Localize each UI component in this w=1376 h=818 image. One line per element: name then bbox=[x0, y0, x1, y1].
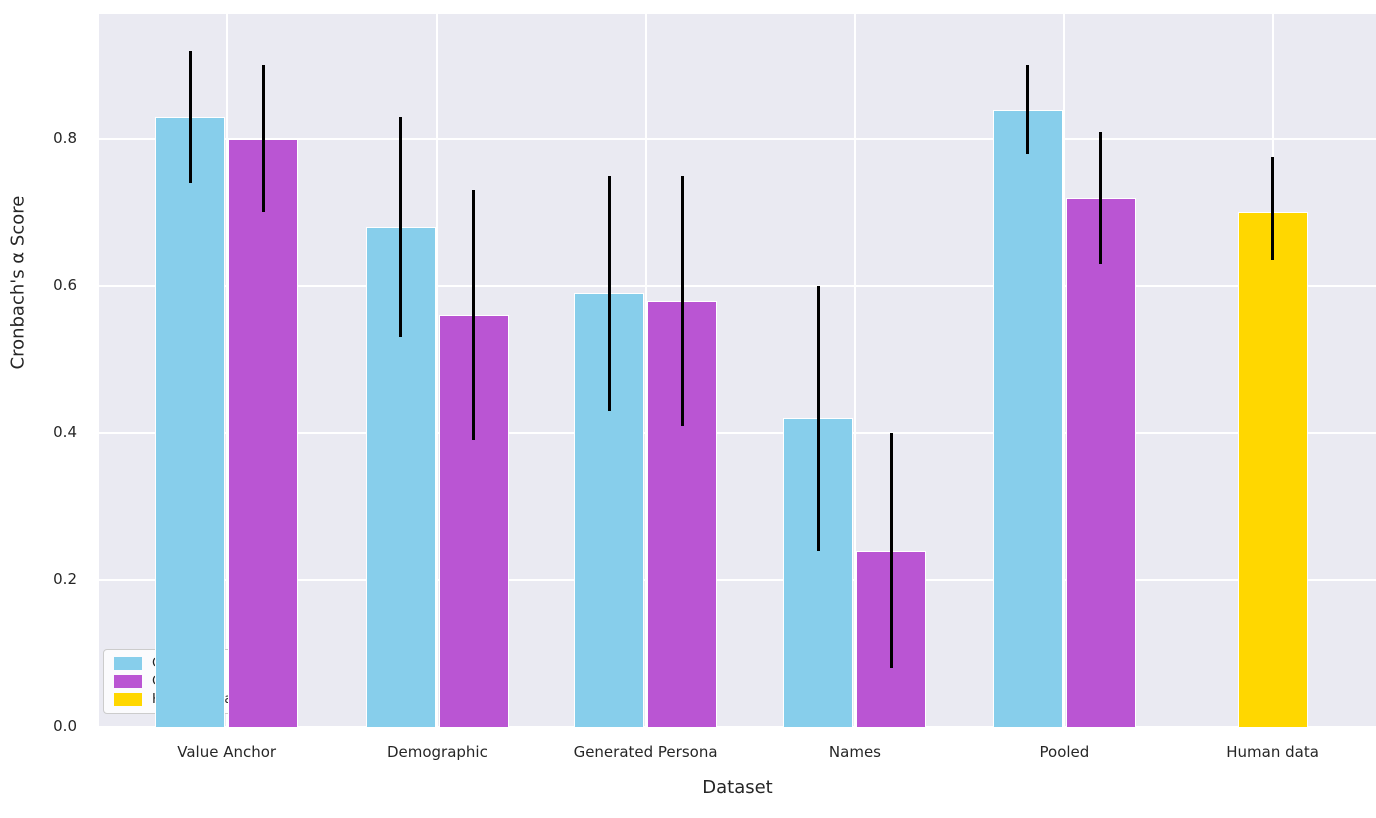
plot-area bbox=[99, 14, 1376, 728]
error-bar bbox=[399, 116, 403, 338]
gridline-vertical bbox=[853, 14, 856, 727]
gridline-horizontal bbox=[99, 578, 1376, 581]
bar-gpt-4 bbox=[992, 109, 1063, 727]
x-tick-label: Human data bbox=[1226, 743, 1319, 761]
error-bar bbox=[188, 50, 192, 184]
error-bar bbox=[472, 190, 476, 441]
legend-swatch-icon bbox=[114, 657, 142, 670]
error-bar bbox=[1026, 65, 1030, 154]
x-axis-label: Dataset bbox=[702, 777, 773, 798]
x-tick-label: Generated Persona bbox=[573, 743, 718, 761]
y-tick-label: 0.8 bbox=[53, 128, 77, 147]
gridline-horizontal bbox=[99, 431, 1376, 434]
bar-gpt-4 bbox=[155, 116, 226, 727]
bar-human-data bbox=[1237, 212, 1308, 727]
bar-gemini-pro bbox=[1065, 197, 1136, 727]
y-tick-label: 0.0 bbox=[53, 717, 77, 735]
error-bar bbox=[1271, 157, 1275, 261]
error-bar bbox=[261, 65, 265, 213]
gridline-horizontal bbox=[99, 284, 1376, 287]
gridline-vertical bbox=[225, 14, 228, 727]
y-tick-label: 0.4 bbox=[53, 422, 77, 441]
gridline-horizontal bbox=[99, 137, 1376, 140]
error-bar bbox=[889, 432, 893, 669]
gridline-vertical bbox=[1063, 14, 1066, 727]
gridline-vertical bbox=[436, 14, 439, 727]
error-bar bbox=[680, 175, 684, 426]
bar-gpt-4 bbox=[365, 227, 436, 727]
x-tick-label: Names bbox=[828, 743, 882, 761]
error-bar bbox=[607, 175, 611, 411]
legend-swatch-icon bbox=[114, 693, 142, 706]
error-bar bbox=[1099, 131, 1103, 264]
gridline-horizontal bbox=[99, 726, 1376, 728]
bar-gemini-pro bbox=[438, 315, 509, 727]
error-bar bbox=[816, 285, 820, 551]
x-tick-label: Pooled bbox=[1039, 743, 1090, 761]
bar-gemini-pro bbox=[228, 138, 299, 727]
x-tick-label: Demographic bbox=[386, 743, 488, 761]
y-tick-label: 0.6 bbox=[53, 275, 77, 294]
y-tick-label: 0.2 bbox=[53, 569, 77, 588]
gridline-vertical bbox=[644, 14, 647, 727]
x-tick-label: Value Anchor bbox=[177, 743, 277, 761]
legend-swatch-icon bbox=[114, 675, 142, 688]
